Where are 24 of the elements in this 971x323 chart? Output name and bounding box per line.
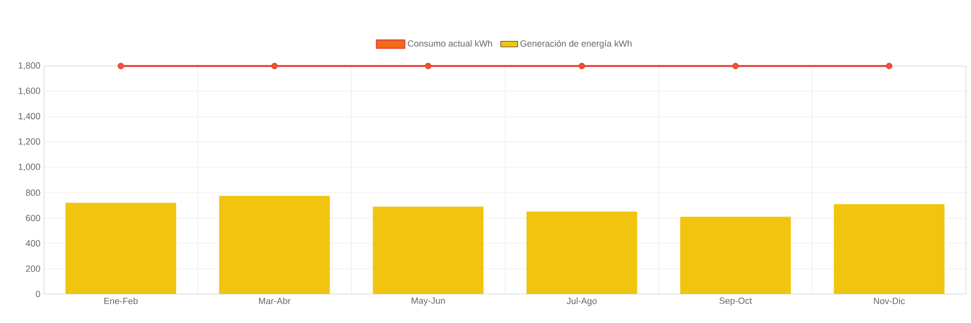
- y-tick-label: 1,800: [18, 62, 40, 70]
- legend-label: Consumo actual kWh: [408, 40, 492, 47]
- bar: [66, 202, 176, 294]
- x-tick-label: May-Jun: [412, 298, 445, 306]
- x-tick-label: Sep-Oct: [719, 298, 752, 306]
- y-tick-label: 200: [26, 265, 40, 272]
- y-tick-label: 1,400: [18, 112, 40, 120]
- x-tick-label: Nov-Dic: [874, 298, 905, 304]
- legend-label: Generación de energía kWh: [520, 40, 632, 48]
- bar: [680, 216, 791, 294]
- y-tick-label: 0: [36, 290, 40, 298]
- bar: [372, 206, 484, 294]
- x-tick-label: Jul-Ago: [566, 298, 597, 306]
- bar: [526, 212, 638, 294]
- bar: [219, 196, 330, 294]
- y-tick-label: 600: [26, 214, 40, 222]
- bar: [834, 204, 944, 294]
- y-tick-label: 1,000: [18, 164, 40, 172]
- y-tick-label: 1,200: [18, 138, 40, 146]
- x-tick-label: Mar-Abr: [259, 298, 291, 304]
- y-tick-label: 400: [26, 240, 40, 247]
- x-tick-label: Ene-Feb: [104, 298, 138, 304]
- y-tick-label: 1,600: [18, 88, 40, 96]
- y-tick-label: 800: [26, 189, 40, 196]
